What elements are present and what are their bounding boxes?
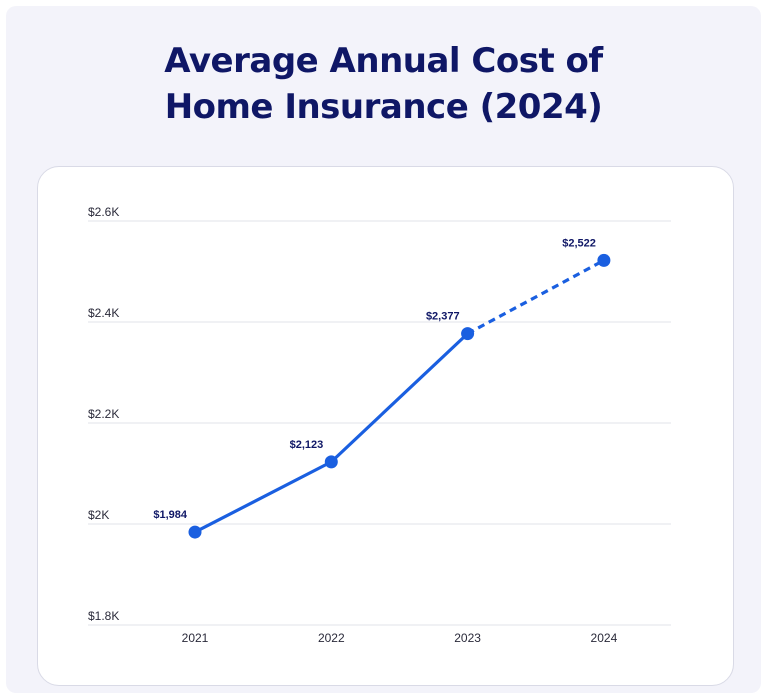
y-tick-label: $2.4K	[88, 306, 119, 320]
data-label: $2,377	[426, 311, 460, 323]
axes: $1.8K $2K $2.2K $2.4K $2.6K 2021 2022 2023 2024	[88, 205, 618, 645]
data-point	[324, 455, 338, 469]
y-tick-label: $2.6K	[88, 205, 119, 219]
data-points	[188, 253, 611, 539]
x-tick-label: 2023	[454, 631, 481, 645]
grid-lines	[88, 220, 671, 626]
y-tick-label: $2K	[88, 508, 109, 522]
data-label: $1,984	[153, 509, 188, 521]
data-point	[188, 525, 202, 539]
data-label: $2,123	[290, 439, 324, 451]
data-point	[461, 327, 475, 341]
y-tick-label: $2.2K	[88, 407, 119, 421]
chart-title-line-1: Average Annual Cost of	[164, 41, 603, 81]
chart-card	[37, 166, 734, 686]
x-tick-label: 2021	[182, 631, 209, 645]
series-lines	[193, 258, 605, 534]
series-line-projected	[466, 258, 605, 336]
data-label: $2,522	[562, 237, 596, 249]
data-point	[597, 253, 611, 267]
chart-title-line-2: Home Insurance (2024)	[164, 87, 603, 127]
data-labels: $1,984 $2,123 $2,377 $2,522	[153, 237, 596, 521]
y-tick-label: $1.8K	[88, 609, 119, 623]
chart-title: Average Annual Cost of Home Insurance (2…	[0, 38, 767, 130]
series-line-solid	[193, 332, 470, 534]
x-tick-label: 2022	[318, 631, 345, 645]
x-tick-label: 2024	[591, 631, 618, 645]
